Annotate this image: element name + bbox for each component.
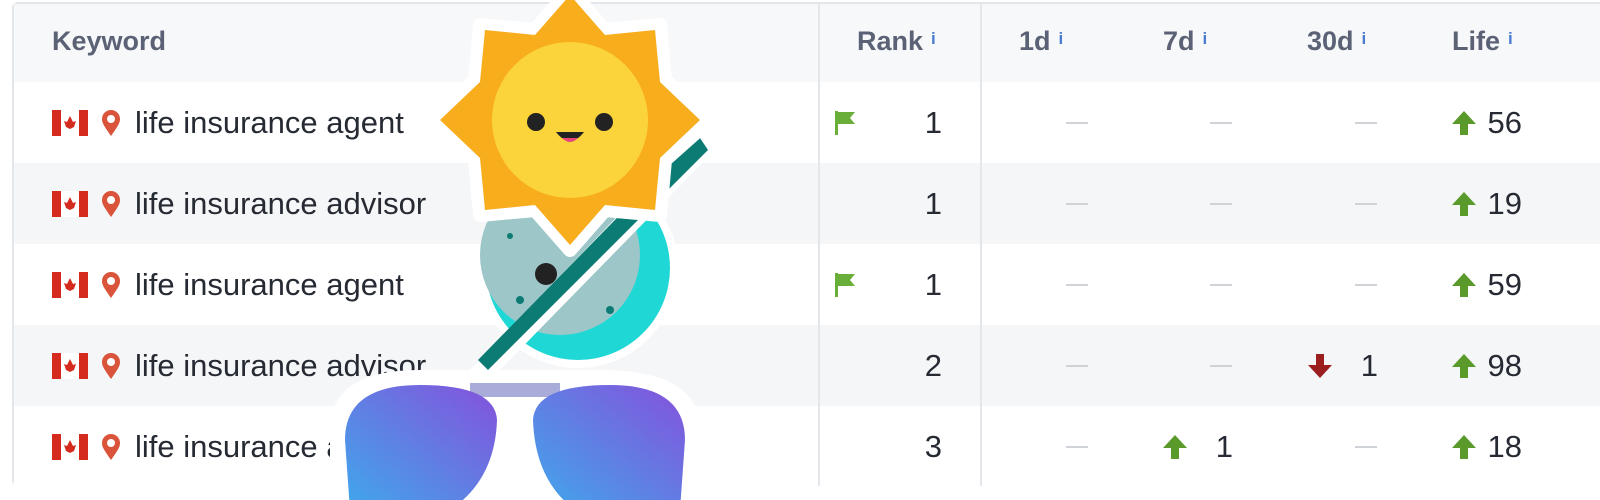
header-text: Keyword — [52, 26, 167, 56]
arrow-up — [1451, 110, 1477, 136]
rank: 1 — [924, 186, 942, 221]
country-flag — [52, 434, 88, 460]
keyword: life insurance agent — [135, 267, 404, 302]
header-text: Life — [1452, 26, 1501, 56]
no-change-dash — [1210, 203, 1232, 205]
location-pin — [100, 190, 122, 218]
no-change-dash — [1210, 365, 1232, 367]
change-value: 19 — [1487, 186, 1522, 221]
no-change-dash — [1066, 446, 1088, 448]
rank: 2 — [924, 348, 942, 383]
row-bg — [14, 163, 1600, 244]
sunglasses-sticker — [330, 370, 700, 500]
arrow-down — [1307, 353, 1333, 379]
header-text: Rank — [857, 26, 924, 56]
rank: 3 — [924, 429, 942, 464]
info-icon: i — [1202, 29, 1208, 48]
arrow-up — [1451, 434, 1477, 460]
rank: 1 — [924, 267, 942, 302]
change-value: 18 — [1487, 429, 1522, 464]
arrow-up — [1162, 434, 1188, 460]
no-change-dash — [1066, 365, 1088, 367]
arrow-up — [1451, 191, 1477, 217]
no-change-dash — [1355, 122, 1377, 124]
no-change-dash — [1066, 203, 1088, 205]
header-text: 1d — [1019, 26, 1051, 56]
change-value: 59 — [1487, 267, 1522, 302]
row-bg — [14, 325, 1600, 406]
no-change-dash — [1210, 122, 1232, 124]
header-text: 7d — [1163, 26, 1195, 56]
info-icon: i — [931, 29, 936, 48]
no-change-dash — [1355, 284, 1377, 286]
keyword: life insurance agent — [135, 105, 404, 140]
no-change-dash — [1355, 446, 1377, 448]
sun-sticker — [423, 0, 717, 257]
info-icon: i — [1058, 29, 1064, 48]
column-header: 1d i — [1019, 26, 1063, 57]
column-header: Rank i — [857, 26, 936, 57]
country-flag — [52, 110, 88, 136]
no-change-dash — [1355, 203, 1377, 205]
column-header: 7d i — [1163, 26, 1207, 57]
country-flag — [52, 191, 88, 217]
row-bg — [14, 244, 1600, 325]
no-change-dash — [1066, 122, 1088, 124]
header-text: 30d — [1307, 26, 1354, 56]
change-value: 1 — [1215, 429, 1233, 464]
divider — [818, 4, 820, 486]
location-pin — [100, 109, 122, 137]
location-pin — [100, 271, 122, 299]
change-value: 1 — [1360, 348, 1378, 383]
info-icon: i — [1508, 29, 1513, 48]
arrow-up — [1451, 353, 1477, 379]
rank: 1 — [924, 105, 942, 140]
divider — [980, 4, 982, 486]
row-bg — [14, 406, 1600, 487]
no-change-dash — [1210, 284, 1232, 286]
location-pin — [100, 433, 122, 461]
rank-flag — [833, 271, 857, 299]
change-value: 98 — [1487, 348, 1522, 383]
keyword: life insurance advisor — [135, 186, 427, 221]
country-flag — [52, 353, 88, 379]
info-icon: i — [1361, 29, 1367, 48]
location-pin — [100, 352, 122, 380]
arrow-up — [1451, 272, 1477, 298]
country-flag — [52, 272, 88, 298]
column-header: Keyword — [52, 26, 166, 57]
column-header: 30d i — [1307, 26, 1366, 57]
column-header: Life i — [1452, 26, 1513, 57]
no-change-dash — [1066, 284, 1088, 286]
row-bg — [14, 82, 1600, 163]
change-value: 56 — [1487, 105, 1522, 140]
rank-flag — [833, 109, 857, 137]
